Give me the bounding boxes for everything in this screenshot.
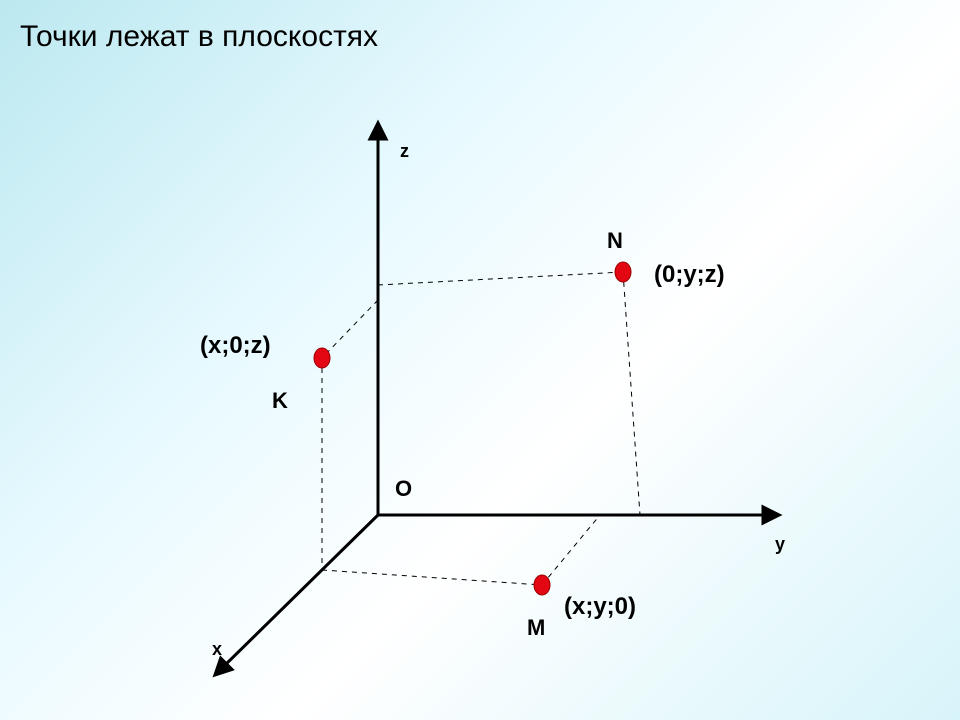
label-m: M	[527, 615, 545, 640]
dash-n-horiz	[378, 272, 623, 285]
dash-m-left	[322, 570, 542, 585]
label-n: N	[607, 228, 623, 253]
point-k	[314, 348, 330, 368]
coord-m: (x;y;0)	[564, 593, 636, 620]
y-axis-label: y	[775, 534, 785, 554]
coord-n: (0;y;z)	[654, 261, 725, 288]
points	[314, 262, 631, 595]
dash-k-diag	[322, 300, 378, 358]
dash-m-right	[542, 515, 600, 585]
dash-n-vert	[623, 272, 640, 515]
point-m	[534, 575, 550, 595]
x-axis-label: x	[212, 639, 222, 659]
axes	[220, 130, 772, 670]
origin-label: O	[395, 476, 412, 501]
projection-lines	[322, 272, 640, 585]
x-axis	[220, 515, 378, 670]
point-n	[615, 262, 631, 282]
coordinate-diagram: z y x O N K M (0;y;z) (x;0;z) (x;y;0)	[0, 0, 960, 720]
label-k: K	[272, 388, 288, 413]
coord-k: (x;0;z)	[200, 332, 271, 359]
z-axis-label: z	[400, 141, 409, 161]
